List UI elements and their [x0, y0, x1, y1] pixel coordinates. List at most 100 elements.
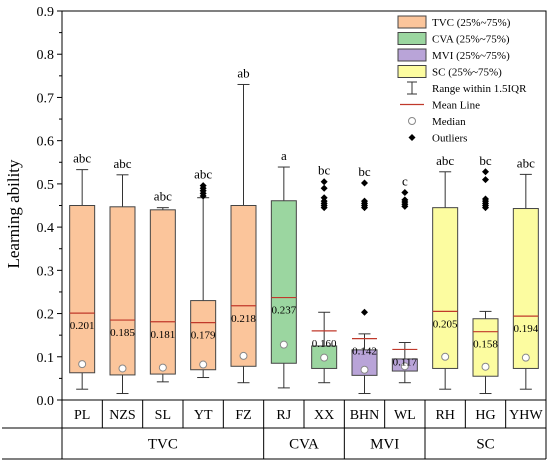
x-tick-label: YT: [194, 408, 213, 423]
box-wl: 0.117 c: [391, 174, 418, 384]
box-sl: 0.181 abc: [149, 189, 176, 383]
mean-value-label: 0.142: [352, 346, 377, 358]
median-point: [441, 352, 450, 361]
mean-value-label: 0.160: [312, 338, 337, 350]
outlier-point: [361, 308, 368, 316]
significance-letter: ab: [237, 65, 249, 80]
iqr-box: [432, 207, 459, 369]
iqr-box: [149, 209, 176, 375]
iqr-box: [270, 200, 297, 364]
significance-letter: abc: [436, 153, 454, 168]
legend-label: SC (25%~75%): [432, 67, 502, 79]
legend-label: Mean Line: [432, 100, 480, 112]
x-tick-label: SL: [155, 408, 171, 423]
box-yhw: 0.194 abc: [512, 155, 539, 390]
legend-swatch: [397, 32, 427, 45]
mean-value-label: 0.218: [231, 313, 256, 325]
legend-label: Range within 1.5IQR: [432, 83, 527, 95]
significance-letter: abc: [73, 151, 91, 166]
significance-letter: bc: [479, 153, 492, 168]
iqr-box: [109, 206, 136, 376]
significance-letter: abc: [517, 155, 535, 170]
significance-letter: bc: [318, 163, 331, 178]
mean-value-label: 0.205: [433, 318, 458, 330]
outlier-point: [320, 178, 328, 186]
box-rh: 0.205 abc: [432, 153, 459, 390]
box-pl: 0.201 abc: [69, 151, 96, 390]
legend-entry: MVI (25%~75%): [397, 48, 510, 62]
median-point: [78, 360, 87, 369]
x-axis: PL NZS SL YT FZ RJ XX BHN WL RH HG YHW TVC CVA MVI SC: [2, 400, 547, 460]
mean-value-label: 0.179: [191, 330, 216, 342]
legend: TVC (25%~75%) CVA (25%~75%) MVI (25%~75%) S…: [397, 15, 527, 145]
outlier-point: [361, 197, 368, 205]
box-yt: 0.179 abc: [190, 167, 217, 379]
iqr-box: [512, 208, 539, 369]
legend-entry: TVC (25%~75%): [397, 15, 511, 29]
x-tick-label: WL: [394, 408, 416, 423]
outlier-point: [482, 168, 489, 176]
x-tick-label: BHN: [350, 408, 380, 423]
legend-outlier-marker: [408, 134, 416, 141]
significance-letter: bc: [358, 164, 371, 179]
legend-entry: Outliers: [408, 133, 467, 145]
legend-entry: Mean Line: [400, 100, 480, 112]
y-tick-label: 0.4: [37, 221, 55, 236]
legend-swatch: [397, 15, 427, 29]
outlier-point: [361, 179, 368, 187]
median-point: [158, 363, 167, 372]
legend-median-marker: [408, 117, 416, 125]
mean-value-label: 0.201: [70, 320, 95, 332]
median-point: [239, 351, 248, 360]
box-hg: 0.158 bc: [472, 153, 499, 395]
y-tick-label: 0.0: [37, 394, 55, 409]
legend-label: Outliers: [432, 133, 467, 145]
median-point: [521, 353, 530, 362]
x-tick-label: PL: [74, 408, 90, 423]
y-tick-label: 0.6: [37, 135, 55, 150]
box-bhn: 0.142 bc: [351, 164, 378, 395]
legend-swatch: [397, 48, 427, 62]
y-tick-label: 0.7: [37, 91, 55, 106]
iqr-box: [69, 205, 96, 374]
median-point: [279, 340, 288, 349]
box-rj: 0.237 a: [270, 148, 297, 389]
median-point: [199, 360, 208, 369]
x-tick-label: FZ: [235, 408, 251, 423]
y-tick-label: 0.5: [37, 178, 55, 193]
outlier-point: [320, 184, 328, 192]
x-tick-label: XX: [314, 408, 334, 423]
y-tick-label: 0.1: [37, 351, 55, 366]
legend-entry: SC (25%~75%): [397, 65, 502, 79]
legend-label: TVC (25%~75%): [432, 17, 511, 29]
outlier-point: [199, 182, 207, 190]
median-point: [118, 364, 127, 373]
x-tick-label: RJ: [276, 408, 291, 423]
group-label: MVI: [370, 437, 399, 453]
iqr-box: [230, 205, 257, 367]
mean-value-label: 0.237: [271, 305, 296, 317]
outlier-point: [401, 189, 409, 197]
x-tick-label: RH: [435, 408, 454, 423]
significance-letter: abc: [113, 156, 131, 171]
x-tick-label: NZS: [109, 408, 135, 423]
outlier-point: [482, 176, 489, 184]
outlier-point: [482, 195, 489, 203]
y-tick-label: 0.3: [37, 264, 55, 279]
x-tick-label: HG: [475, 408, 495, 423]
legend-entry: Range within 1.5IQR: [407, 81, 527, 95]
iqr-box: [351, 349, 378, 376]
outlier-point: [401, 196, 409, 204]
mean-value-label: 0.185: [110, 327, 135, 339]
mean-value-label: 0.181: [150, 329, 175, 341]
mean-value-label: 0.158: [473, 339, 498, 351]
y-tick-label: 0.2: [37, 308, 55, 323]
median-point: [481, 362, 490, 371]
legend-label: Median: [432, 116, 466, 128]
y-tick-label: 0.8: [37, 48, 55, 63]
median-point: [400, 362, 409, 371]
outlier-point: [320, 194, 328, 202]
mean-value-label: 0.194: [513, 323, 538, 335]
median-point: [360, 365, 369, 374]
